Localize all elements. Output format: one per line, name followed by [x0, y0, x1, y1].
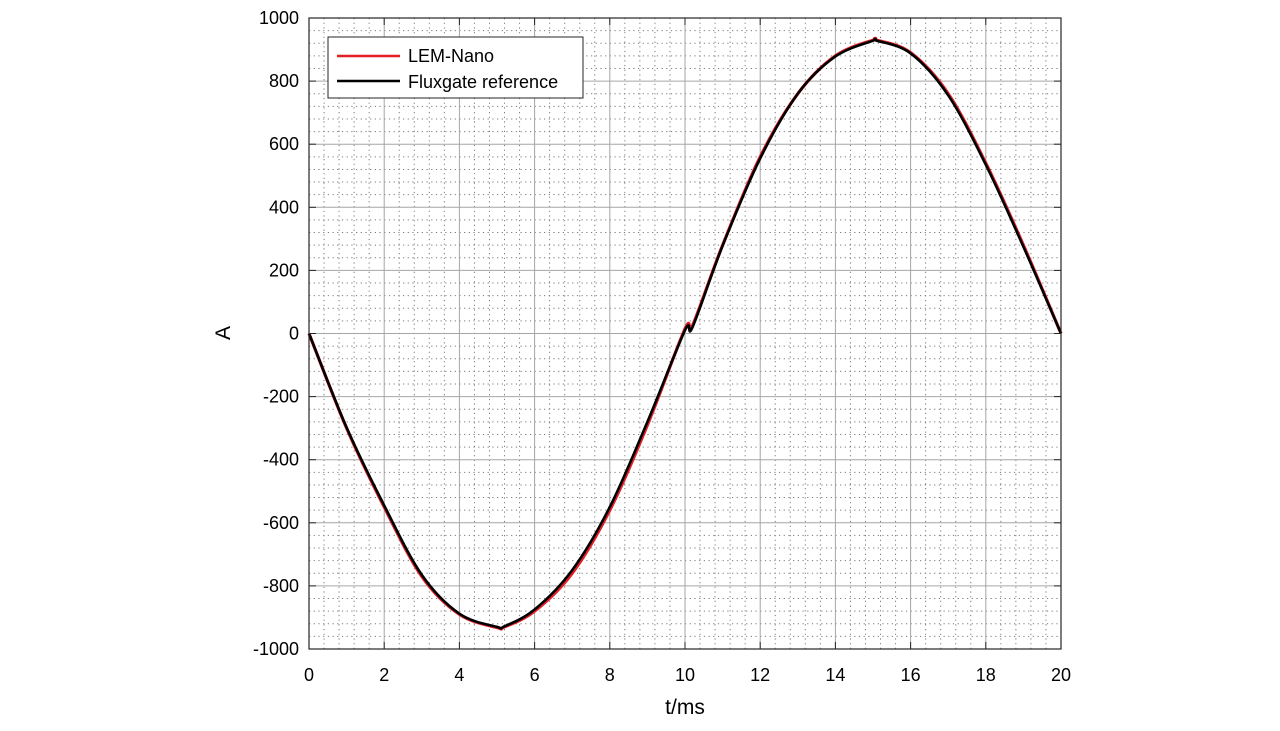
x-tick-label: 8 — [605, 665, 615, 685]
legend-label-lem-nano: LEM-Nano — [408, 46, 494, 66]
x-tick-label: 10 — [675, 665, 695, 685]
x-tick-label: 14 — [825, 665, 845, 685]
legend: LEM-Nano Fluxgate reference — [327, 36, 584, 99]
y-tick-label: -400 — [263, 450, 299, 470]
x-tick-label: 12 — [750, 665, 770, 685]
y-tick-label: -200 — [263, 387, 299, 407]
series-line-fluxgate-reference — [307, 37, 1063, 630]
y-tick-label: 800 — [269, 71, 299, 91]
x-axis-ticks: 0 2 4 6 8 10 12 14 16 18 20 — [304, 18, 1071, 685]
x-tick-label: 4 — [454, 665, 464, 685]
x-tick-label: 0 — [304, 665, 314, 685]
x-tick-label: 6 — [530, 665, 540, 685]
legend-label-fluxgate-reference: Fluxgate reference — [408, 72, 558, 92]
y-axis-label: A — [212, 326, 235, 340]
y-tick-label: 0 — [289, 324, 299, 344]
y-tick-label: 600 — [269, 134, 299, 154]
y-tick-label: -800 — [263, 576, 299, 596]
y-tick-label: -1000 — [253, 639, 299, 659]
y-tick-label: 1000 — [259, 8, 299, 28]
y-axis-ticks: -1000 -800 -600 -400 -200 0 200 400 600 800 1000 — [253, 8, 1061, 659]
series-layer — [307, 36, 1063, 631]
x-tick-label: 20 — [1051, 665, 1071, 685]
x-tick-label: 16 — [901, 665, 921, 685]
x-tick-label: 2 — [379, 665, 389, 685]
x-tick-label: 18 — [976, 665, 996, 685]
legend-box — [327, 36, 584, 99]
y-tick-label: 400 — [269, 197, 299, 217]
y-tick-label: -600 — [263, 513, 299, 533]
y-tick-label: 200 — [269, 260, 299, 280]
x-axis-label: t/ms — [665, 696, 705, 719]
